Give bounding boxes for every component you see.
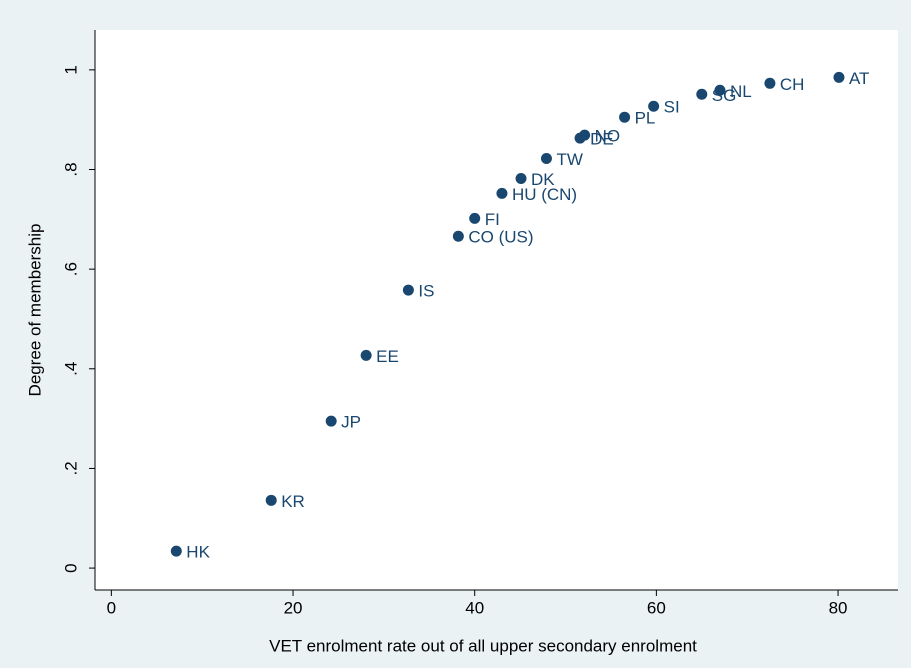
x-axis-title: VET enrolment rate out of all upper seco… xyxy=(269,636,697,655)
point xyxy=(833,71,845,83)
point xyxy=(619,111,631,123)
point-label: FI xyxy=(485,210,500,229)
point xyxy=(325,415,337,427)
x-tick-label: 40 xyxy=(465,598,484,617)
point xyxy=(648,100,660,112)
point xyxy=(402,284,414,296)
point-label: CO (US) xyxy=(468,228,533,247)
point-label: JP xyxy=(341,413,361,432)
point-label: TW xyxy=(556,150,582,169)
point xyxy=(265,494,277,506)
y-tick-label: .8 xyxy=(61,162,80,176)
point-label: EE xyxy=(376,347,399,366)
point xyxy=(360,349,372,361)
point xyxy=(469,212,481,224)
point-label: AT xyxy=(849,69,869,88)
y-axis-title: Degree of membership xyxy=(25,224,44,397)
point-label: NL xyxy=(730,82,752,101)
point xyxy=(515,172,527,184)
x-tick-label: 20 xyxy=(284,598,303,617)
point-label: IS xyxy=(418,282,434,301)
point xyxy=(540,153,552,165)
point-label: KR xyxy=(281,492,305,511)
point-label: SI xyxy=(664,98,680,117)
point xyxy=(452,230,464,242)
point xyxy=(714,84,726,96)
x-tick-label: 60 xyxy=(647,598,666,617)
y-tick-label: 0 xyxy=(61,563,80,572)
point xyxy=(170,545,182,557)
y-tick-label: 1 xyxy=(61,65,80,74)
point-label: DE xyxy=(590,130,614,149)
point xyxy=(496,187,508,199)
point-label: CH xyxy=(780,75,805,94)
point-label: DK xyxy=(531,170,555,189)
y-tick-label: .2 xyxy=(61,461,80,475)
point xyxy=(696,88,708,100)
plot-area xyxy=(95,30,898,590)
x-tick-label: 0 xyxy=(107,598,116,617)
x-tick-label: 80 xyxy=(829,598,848,617)
point xyxy=(579,129,591,141)
point-label: HK xyxy=(186,543,210,562)
point-label: PL xyxy=(635,109,656,128)
point-label: HU (CN) xyxy=(512,185,577,204)
y-tick-label: .6 xyxy=(61,262,80,276)
point-label: NO xyxy=(595,127,621,146)
point xyxy=(764,77,776,89)
y-tick-label: .4 xyxy=(61,362,80,376)
